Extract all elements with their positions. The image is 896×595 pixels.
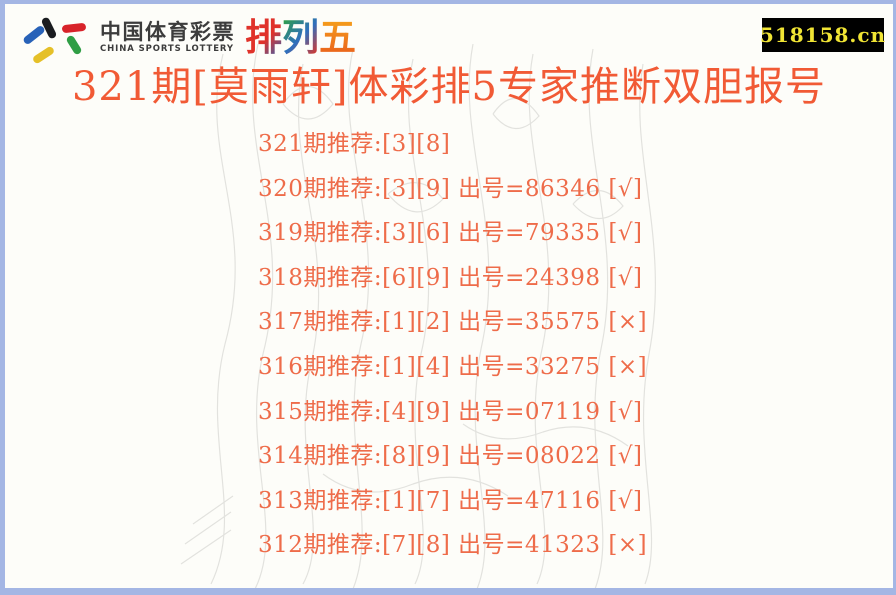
prediction-line-320: 320期推荐:[3][9] 出号=86346 [√]	[258, 175, 643, 202]
logo-bar-red	[61, 22, 87, 34]
prediction-line-317: 317期推荐:[1][2] 出号=35575 [×]	[258, 309, 648, 336]
prediction-line-319: 319期推荐:[3][6] 出号=79335 [√]	[258, 220, 643, 247]
game-char-1: 排	[245, 16, 282, 59]
page-title: 321期[莫雨轩]体彩排5专家推断双胆报号	[71, 64, 826, 110]
logo-bar-green	[65, 34, 83, 56]
prediction-line-321: 321期推荐:[3][8]	[258, 131, 451, 157]
logo-bar-blue	[22, 24, 46, 46]
prediction-line-318: 318期推荐:[6][9] 出号=24398 [√]	[258, 264, 643, 291]
page-body: 中国体育彩票 CHINA SPORTS LOTTERY 排 列 五 518158…	[5, 4, 893, 588]
prediction-list: 321期推荐:[3][8] 320期推荐:[3][9] 出号=86346 [√]…	[258, 122, 647, 568]
logo-wordmark: 中国体育彩票 CHINA SPORTS LOTTERY	[100, 20, 235, 54]
game-char-3: 五	[319, 16, 356, 59]
prediction-line-315: 315期推荐:[4][9] 出号=07119 [√]	[258, 398, 643, 425]
game-char-2: 列	[282, 16, 319, 59]
prediction-line-312: 312期推荐:[7][8] 出号=41323 [×]	[258, 532, 648, 559]
site-logo: 中国体育彩票 CHINA SPORTS LOTTERY 排 列 五	[20, 14, 356, 66]
site-url-badge[interactable]: 518158.cn	[760, 18, 885, 52]
prediction-line-316: 316期推荐:[1][4] 出号=33275 [×]	[258, 353, 648, 380]
game-name-pailiewu: 排 列 五	[245, 16, 356, 60]
logo-english-name: CHINA SPORTS LOTTERY	[100, 44, 234, 54]
logo-chinese-name: 中国体育彩票	[100, 20, 235, 44]
prediction-line-314: 314期推荐:[8][9] 出号=08022 [√]	[258, 443, 643, 470]
prediction-line-313: 313期推荐:[1][7] 出号=47116 [√]	[258, 487, 643, 514]
